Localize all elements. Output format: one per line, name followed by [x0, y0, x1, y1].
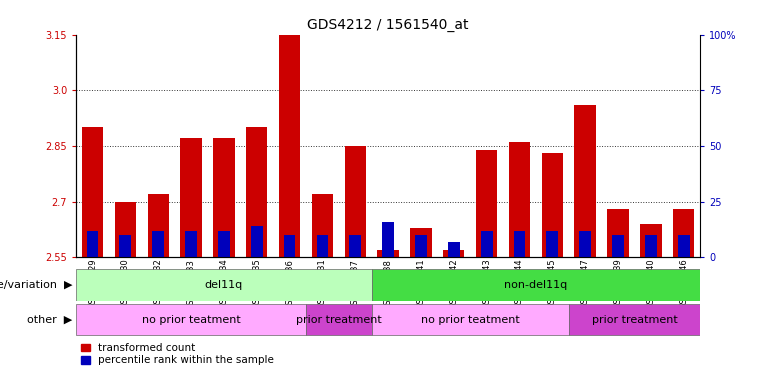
- Bar: [607, 209, 629, 257]
- Bar: [306, 304, 371, 335]
- Bar: [76, 304, 306, 335]
- Bar: [678, 235, 689, 257]
- Bar: [349, 235, 361, 257]
- Legend: transformed count, percentile rank within the sample: transformed count, percentile rank withi…: [81, 343, 274, 365]
- Bar: [443, 250, 464, 257]
- Bar: [575, 105, 596, 257]
- Bar: [514, 230, 525, 257]
- Bar: [645, 235, 657, 257]
- Text: other  ▶: other ▶: [27, 314, 72, 325]
- Text: prior treatment: prior treatment: [591, 314, 677, 325]
- Bar: [246, 127, 267, 257]
- Bar: [410, 228, 431, 257]
- Bar: [152, 230, 164, 257]
- Text: no prior teatment: no prior teatment: [142, 314, 240, 325]
- Bar: [579, 230, 591, 257]
- Bar: [640, 224, 661, 257]
- Bar: [448, 242, 460, 257]
- Bar: [317, 235, 328, 257]
- Bar: [87, 230, 98, 257]
- Title: GDS4212 / 1561540_at: GDS4212 / 1561540_at: [307, 18, 469, 32]
- Bar: [542, 153, 563, 257]
- Bar: [345, 146, 366, 257]
- Bar: [371, 304, 568, 335]
- Bar: [673, 209, 694, 257]
- Bar: [568, 304, 700, 335]
- Bar: [312, 194, 333, 257]
- Bar: [76, 270, 371, 301]
- Bar: [213, 139, 234, 257]
- Bar: [148, 194, 169, 257]
- Bar: [119, 235, 131, 257]
- Bar: [218, 230, 230, 257]
- Bar: [185, 230, 197, 257]
- Bar: [180, 139, 202, 257]
- Bar: [377, 250, 399, 257]
- Bar: [115, 202, 136, 257]
- Text: non-del11q: non-del11q: [505, 280, 568, 290]
- Bar: [284, 235, 295, 257]
- Bar: [415, 235, 427, 257]
- Bar: [82, 127, 103, 257]
- Text: del11q: del11q: [205, 280, 243, 290]
- Bar: [612, 235, 624, 257]
- Bar: [546, 230, 559, 257]
- Text: prior treatment: prior treatment: [296, 314, 382, 325]
- Bar: [481, 230, 492, 257]
- Bar: [382, 222, 394, 257]
- Bar: [279, 35, 301, 257]
- Bar: [509, 142, 530, 257]
- Text: genotype/variation  ▶: genotype/variation ▶: [0, 280, 72, 290]
- Bar: [251, 226, 263, 257]
- Bar: [371, 270, 700, 301]
- Text: no prior teatment: no prior teatment: [421, 314, 520, 325]
- Bar: [476, 150, 498, 257]
